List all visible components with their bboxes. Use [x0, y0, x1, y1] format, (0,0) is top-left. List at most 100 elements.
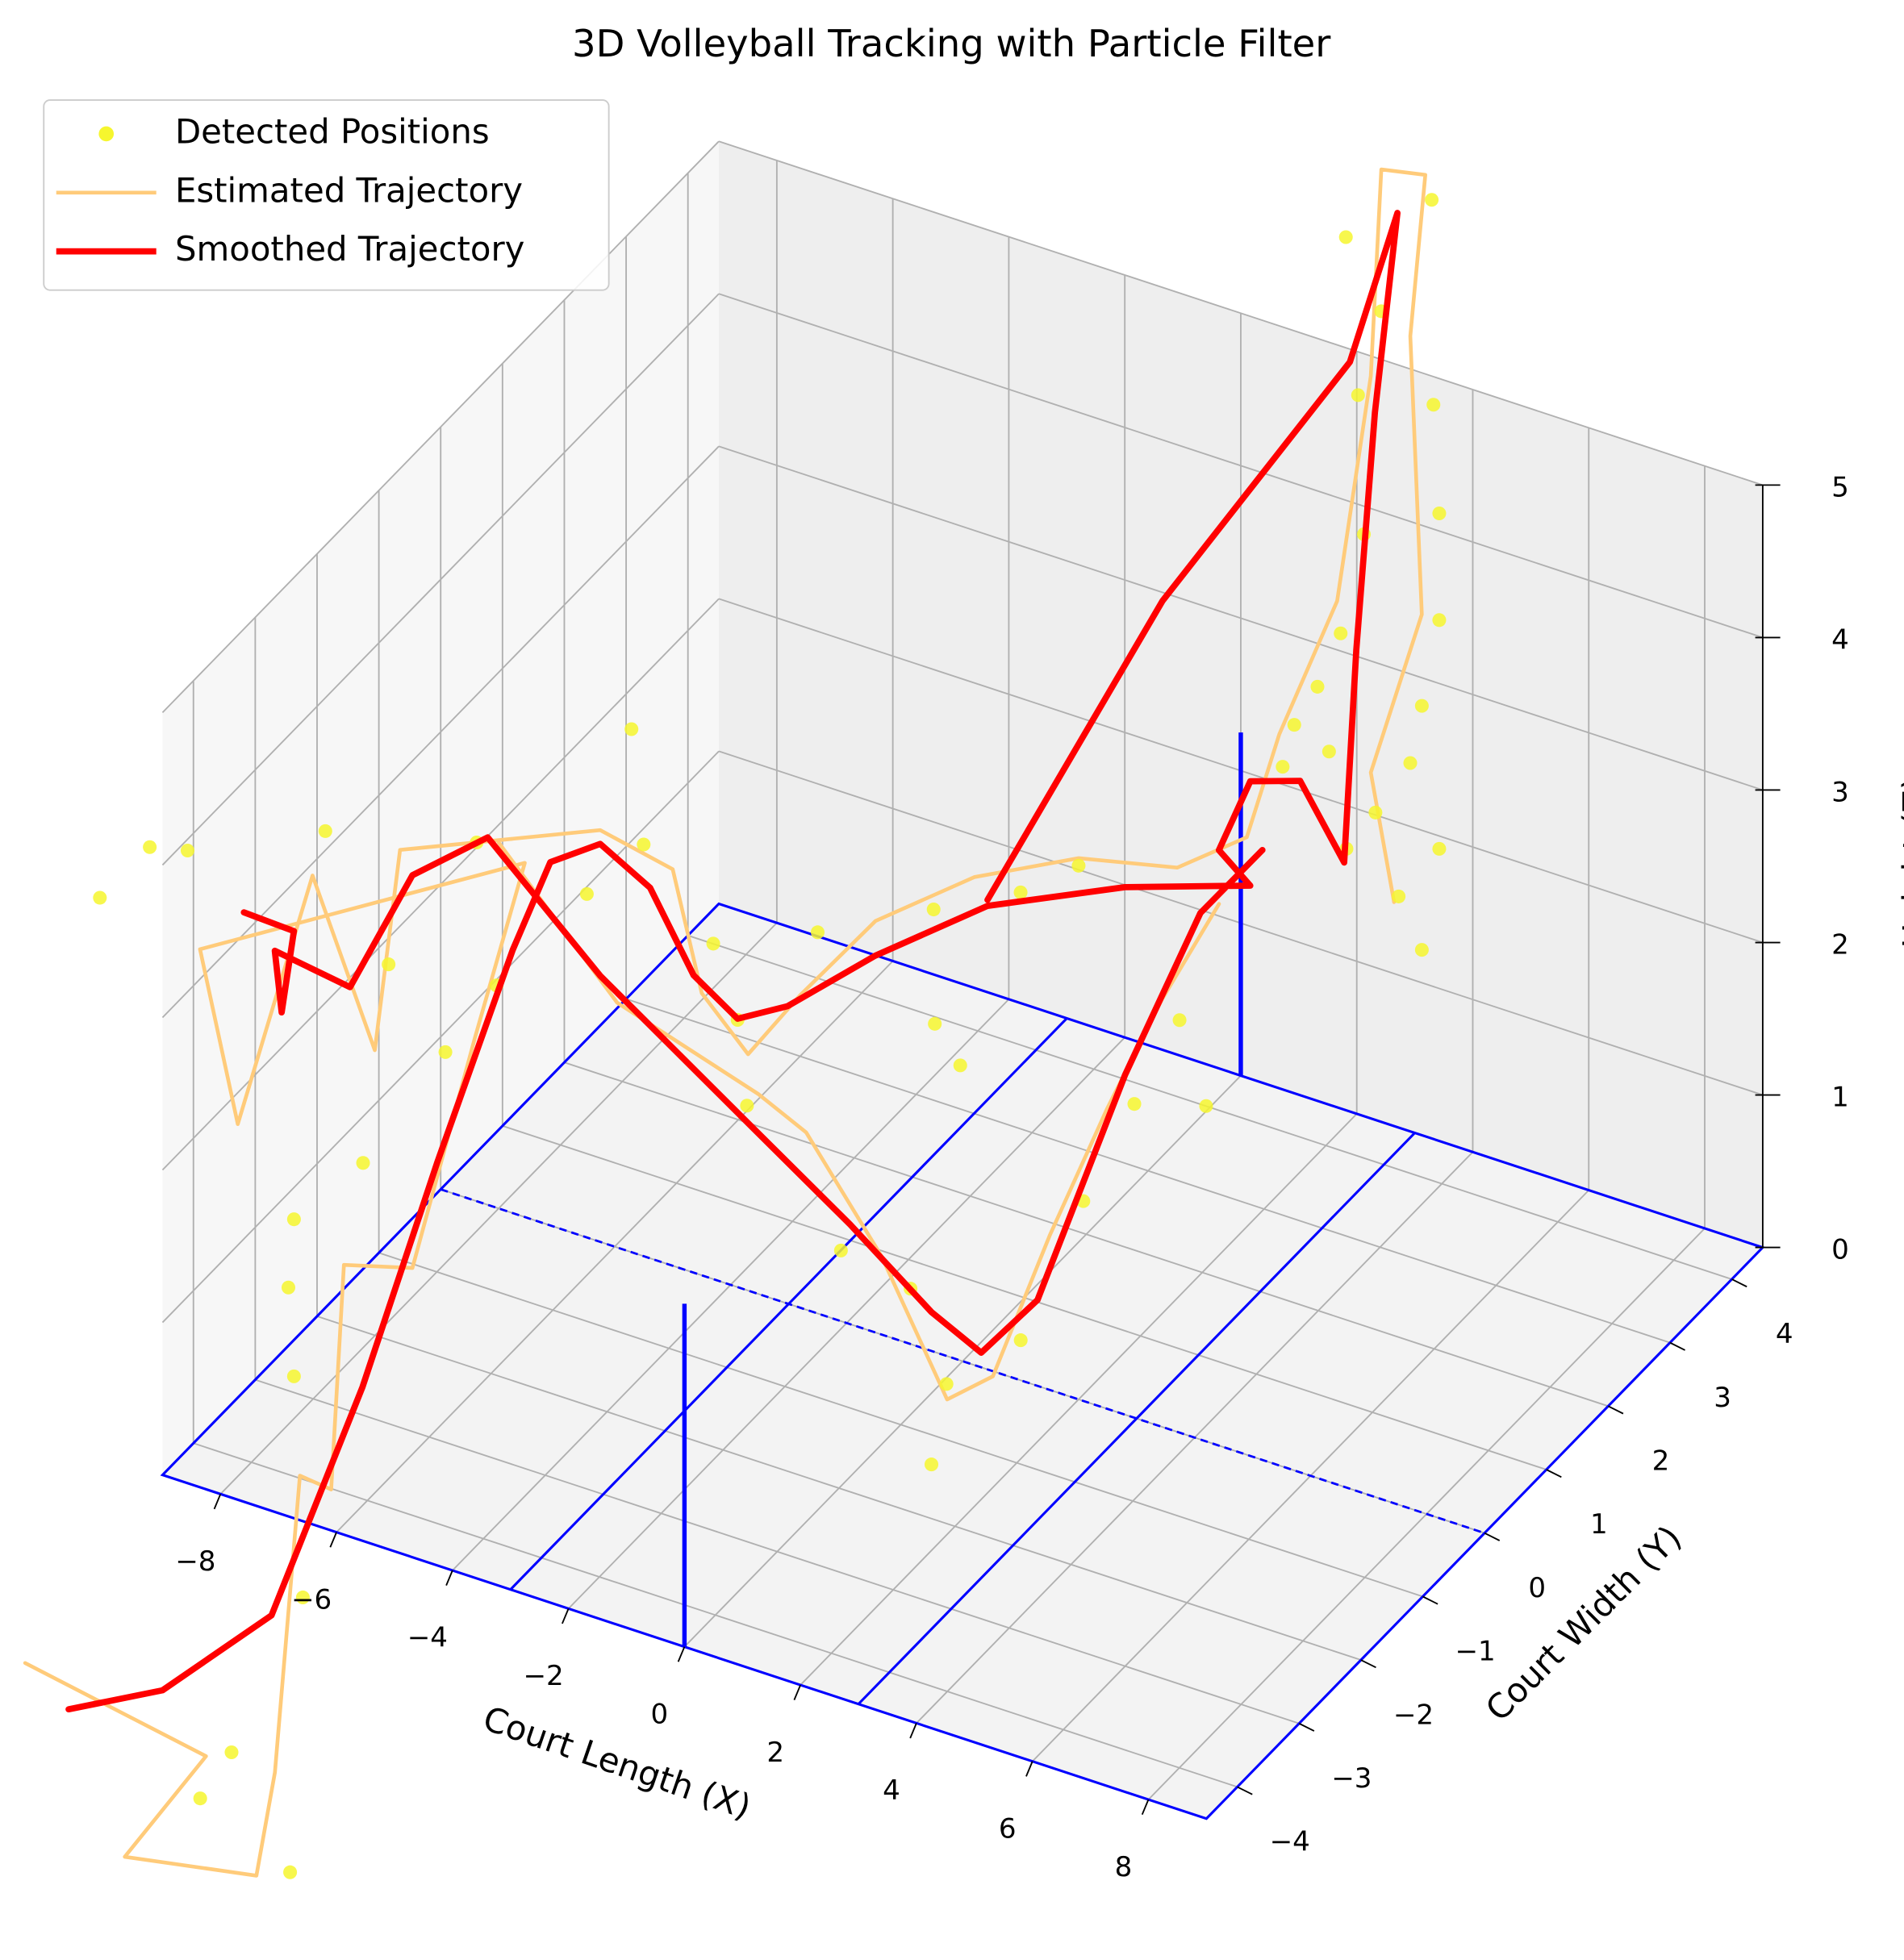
- x-tick-label: 2: [766, 1737, 784, 1769]
- legend-label: Smoothed Trajectory: [175, 229, 525, 269]
- y-tick: [1360, 1659, 1376, 1669]
- detected-point: [1172, 1013, 1187, 1028]
- z-tick-label: 3: [1831, 777, 1849, 809]
- y-tick: [1607, 1405, 1624, 1415]
- detected-point: [1368, 805, 1383, 819]
- detected-point: [1334, 626, 1348, 640]
- legend-label: Estimated Trajectory: [175, 170, 523, 210]
- x-tick: [562, 1608, 570, 1624]
- x-tick-label: −4: [407, 1622, 448, 1654]
- detected-point: [1322, 744, 1336, 759]
- y-tick-label: −2: [1393, 1699, 1434, 1731]
- y-tick-label: 4: [1776, 1318, 1793, 1350]
- trajectory-line: [65, 210, 1401, 1713]
- detected-point: [926, 903, 941, 917]
- detected-point: [706, 936, 720, 951]
- y-tick: [1731, 1278, 1747, 1288]
- x-tick: [1141, 1799, 1150, 1816]
- grid-line: [564, 1061, 1609, 1407]
- legend-label: Detected Positions: [175, 111, 490, 151]
- x-tick-label: 4: [883, 1774, 900, 1807]
- x-tick-label: −6: [291, 1583, 332, 1616]
- detected-point: [924, 1457, 939, 1472]
- grid-line: [193, 1442, 1238, 1788]
- chart-title: 3D Volleyball Tracking with Particle Fil…: [572, 22, 1331, 65]
- grid-line: [718, 445, 1764, 791]
- detected-point: [928, 1016, 942, 1031]
- y-tick: [1422, 1595, 1438, 1605]
- x-tick: [793, 1684, 802, 1700]
- y-tick-label: 0: [1528, 1572, 1546, 1604]
- z-tick-label: 5: [1831, 472, 1849, 504]
- grid-line: [161, 445, 720, 1019]
- detected-point: [833, 1243, 848, 1257]
- court-centerline: [440, 1188, 1485, 1535]
- z-axis-label: Height (Z): [1896, 777, 1904, 949]
- y-tick: [1484, 1532, 1501, 1541]
- detected-point: [193, 1791, 207, 1806]
- detected-point: [180, 843, 195, 858]
- x-tick-label: 8: [1115, 1851, 1133, 1883]
- detected-point: [1071, 858, 1086, 873]
- detected-point: [1276, 760, 1290, 774]
- y-tick-label: 2: [1652, 1445, 1670, 1478]
- y-tick: [1546, 1469, 1562, 1478]
- detected-point: [939, 1377, 954, 1391]
- detected-point: [382, 957, 396, 972]
- grid-line: [316, 1316, 1362, 1661]
- court-line: [857, 1132, 1416, 1705]
- y-tick: [1669, 1341, 1685, 1351]
- z-tick-label: 2: [1831, 929, 1849, 961]
- detected-point: [1199, 1099, 1213, 1113]
- legend-box: [43, 99, 610, 291]
- z-tick-label: 4: [1831, 624, 1849, 657]
- y-tick: [1298, 1722, 1315, 1732]
- grid-line: [161, 750, 720, 1324]
- detected-point: [93, 890, 107, 905]
- detected-point: [740, 1099, 754, 1113]
- x-tick: [213, 1493, 222, 1510]
- detected-point: [1338, 230, 1353, 244]
- grid-line: [378, 1252, 1423, 1598]
- grid-line: [718, 293, 1764, 639]
- x-tick: [677, 1646, 686, 1662]
- detected-point: [1310, 679, 1325, 694]
- legend-marker: [98, 126, 115, 142]
- detected-point: [286, 1369, 301, 1383]
- detected-point: [953, 1058, 967, 1073]
- grid-line: [161, 293, 720, 866]
- grid-line: [255, 1378, 1300, 1724]
- detected-point: [286, 1212, 301, 1227]
- y-axis-label: Court Width (Y): [1478, 1518, 1689, 1729]
- detected-point: [438, 1045, 453, 1059]
- x-tick-label: 0: [651, 1698, 669, 1730]
- y-tick: [1237, 1786, 1253, 1795]
- detected-point: [224, 1745, 239, 1760]
- detected-point: [1425, 193, 1439, 207]
- z-tick-label: 0: [1831, 1234, 1849, 1266]
- detected-point: [1414, 699, 1429, 713]
- detected-point: [1414, 943, 1429, 957]
- grid-line: [718, 140, 1764, 486]
- x-tick: [909, 1723, 917, 1739]
- detected-point: [637, 837, 651, 852]
- y-tick-label: 3: [1714, 1382, 1731, 1414]
- x-tick-label: −8: [175, 1545, 215, 1578]
- detected-point: [1013, 1333, 1028, 1348]
- detected-point: [1432, 613, 1447, 628]
- detected-point: [810, 925, 825, 940]
- detected-point: [318, 824, 332, 838]
- x-tick: [1025, 1761, 1033, 1777]
- y-tick-label: −3: [1331, 1762, 1372, 1795]
- detected-point: [295, 1590, 310, 1604]
- detected-point: [143, 840, 157, 854]
- x-tick-label: −2: [524, 1660, 564, 1692]
- detected-point: [1351, 388, 1365, 402]
- x-axis-label: Court Length (X): [478, 1699, 756, 1827]
- detected-point: [1392, 889, 1406, 903]
- y-tick-label: −4: [1270, 1826, 1310, 1858]
- detected-point: [624, 722, 639, 736]
- detected-point: [1432, 841, 1447, 856]
- x-tick-label: 6: [999, 1812, 1017, 1845]
